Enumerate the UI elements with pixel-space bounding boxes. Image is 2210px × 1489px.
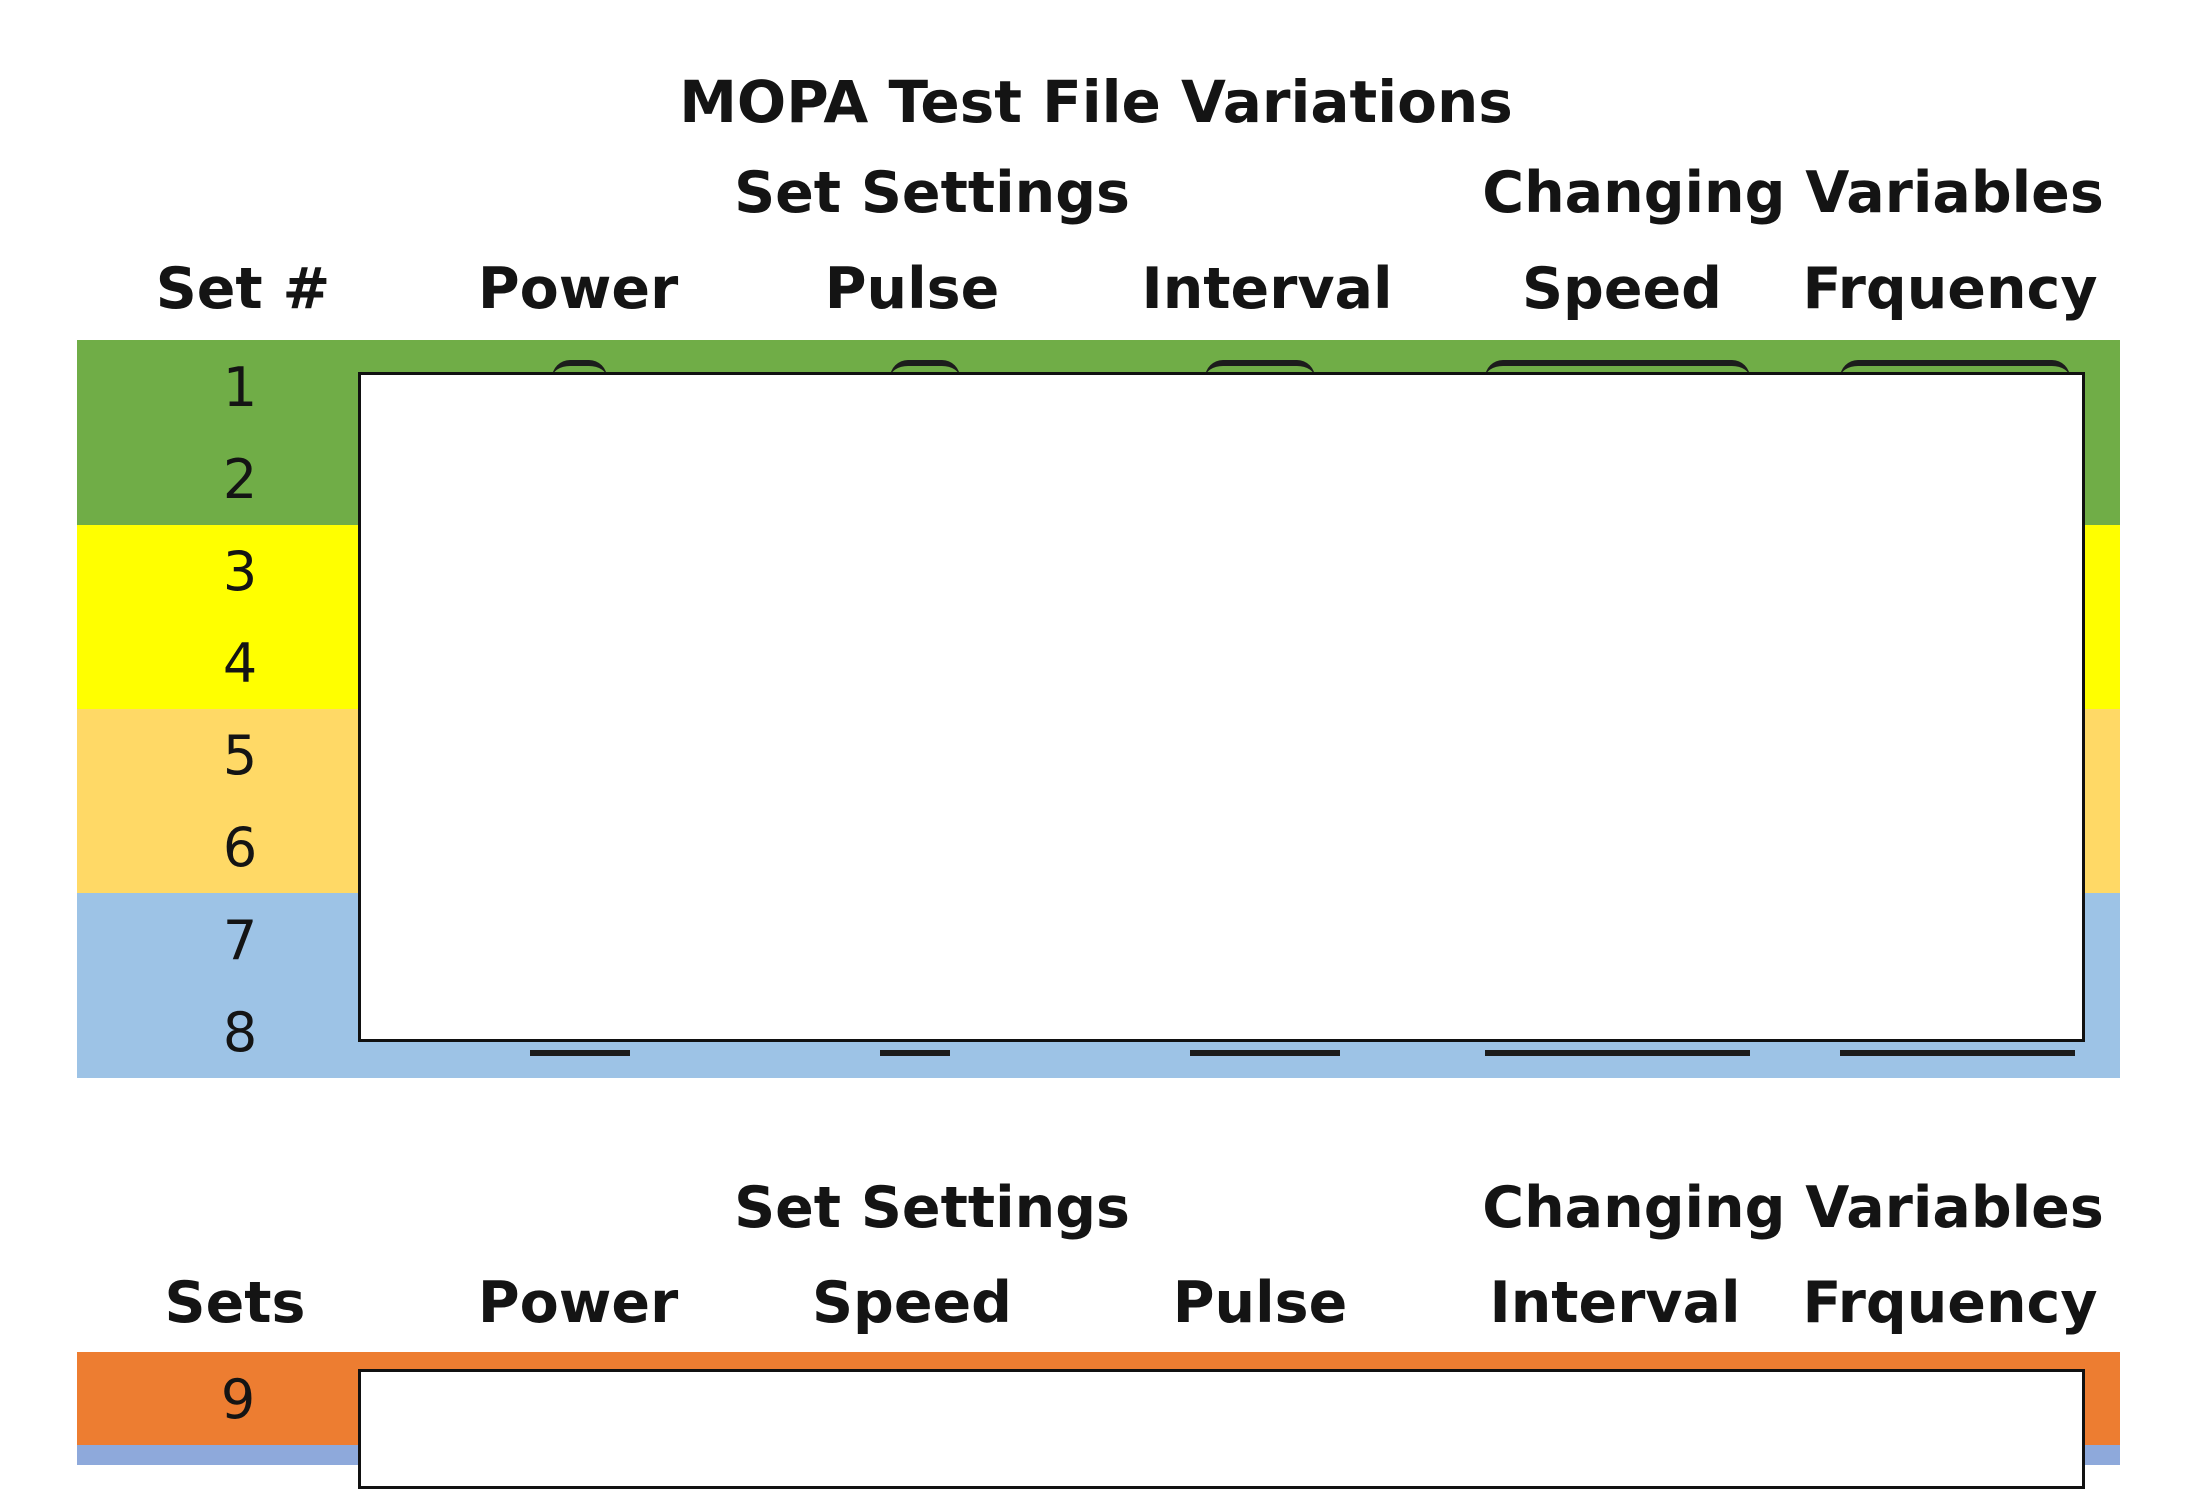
obscured-cell-fragments-top xyxy=(500,360,2100,372)
set-settings-group-label: Set Settings xyxy=(734,160,1130,226)
table-row-set-number: 2 xyxy=(222,448,258,511)
column-header-interval: Interval xyxy=(1141,256,1393,322)
column-header-frequency: Frquency xyxy=(1802,1270,2098,1336)
redaction-box xyxy=(358,1369,2085,1489)
changing-variables-group-label: Changing Variables xyxy=(1482,160,2104,226)
table-row-set-number: 9 xyxy=(220,1368,256,1431)
column-header-pulse: Pulse xyxy=(1172,1270,1348,1336)
column-header-speed: Speed xyxy=(812,1270,1012,1336)
column-header-interval: Interval xyxy=(1489,1270,1741,1336)
column-header-speed: Speed xyxy=(1522,256,1722,322)
table-row-set-number: 6 xyxy=(222,816,258,879)
column-header-power: Power xyxy=(477,1270,679,1336)
column-header-pulse: Pulse xyxy=(824,256,1000,322)
column-header-power: Power xyxy=(477,256,679,322)
table-row-set-number: 7 xyxy=(222,909,258,972)
obscured-cell-fragments-bottom xyxy=(500,1040,2100,1056)
column-header-sets: Sets xyxy=(164,1270,306,1336)
column-header-set-number: Set # xyxy=(155,256,331,322)
column-header-frequency: Frquency xyxy=(1802,256,2098,322)
page-title: MOPA Test File Variations xyxy=(679,68,1513,136)
changing-variables-group-label: Changing Variables xyxy=(1482,1175,2104,1241)
redaction-box xyxy=(358,372,2085,1042)
table-row-set-number: 3 xyxy=(222,540,258,603)
set-settings-group-label: Set Settings xyxy=(734,1175,1130,1241)
table-row-set-number: 1 xyxy=(222,356,258,419)
table-row-set-number: 8 xyxy=(222,1001,258,1064)
table-row-set-number: 4 xyxy=(222,632,258,695)
table-row-set-number: 5 xyxy=(222,724,258,787)
